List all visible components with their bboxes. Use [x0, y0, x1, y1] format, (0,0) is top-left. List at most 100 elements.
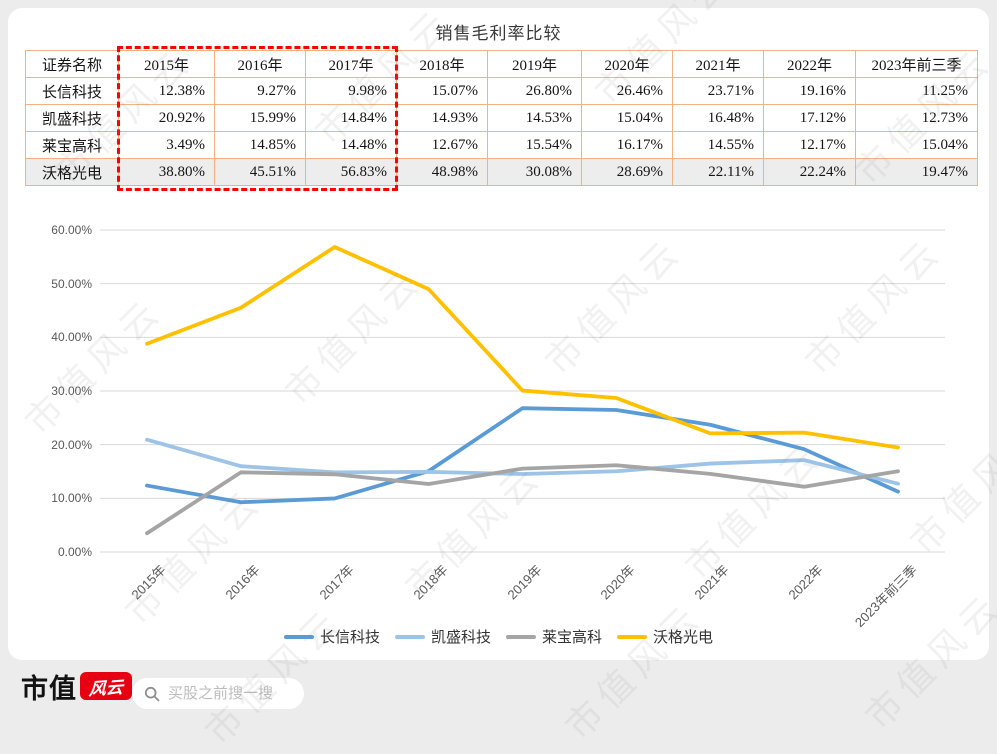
company-name-cell: 莱宝高科 [25, 131, 119, 159]
value-cell: 48.98% [396, 158, 488, 186]
value-cell: 3.49% [118, 131, 215, 159]
series-line [145, 245, 900, 450]
value-cell: 15.04% [581, 104, 673, 132]
company-name-cell: 长信科技 [25, 77, 119, 105]
series-line [145, 406, 900, 505]
legend-label: 凯盛科技 [430, 629, 491, 646]
company-name-cell: 沃格光电 [25, 158, 119, 186]
value-cell: 38.80% [118, 158, 215, 186]
value-cell: 14.93% [396, 104, 488, 132]
table-header-cell: 2022年 [763, 50, 856, 78]
table-header-cell: 2017年 [305, 50, 397, 78]
table-row: 沃格光电 38.80% 45.51% 56.83% 48.98% 30.08% 28.69%… [25, 158, 978, 186]
x-axis-label: 2023年前三季 [851, 562, 920, 630]
legend-label: 莱宝高科 [542, 629, 603, 646]
brand-badge-text: 风云 [88, 677, 124, 699]
table-row: 凯盛科技 20.92% 15.99% 14.84% 14.93% 14.53% 15.04%… [25, 104, 978, 132]
brand-text: 市值 [21, 673, 77, 704]
company-name-cell: 凯盛科技 [25, 104, 119, 132]
margin-table: 证券名称 2015年 2016年 2017年 2018年 2019年 2020年 2021年 2… [25, 50, 978, 186]
value-cell: 11.25% [855, 77, 978, 105]
value-cell: 12.38% [118, 77, 215, 105]
search-input[interactable] [168, 685, 293, 702]
series-line [145, 463, 900, 536]
value-cell: 9.27% [214, 77, 306, 105]
value-cell: 45.51% [214, 158, 306, 186]
series-line [145, 437, 900, 486]
table-row: 长信科技 12.38% 9.27% 9.98% 15.07% 26.80% 26.46% 23… [25, 77, 978, 105]
table-header-row: 证券名称 2015年 2016年 2017年 2018年 2019年 2020年 2021年 2… [25, 50, 978, 78]
value-cell: 14.85% [214, 131, 306, 159]
table-header-cell: 2023年前三季 [855, 50, 978, 78]
y-axis-label: 20.00% [51, 437, 92, 452]
brand-badge: 风云 [80, 672, 132, 700]
value-cell: 12.67% [396, 131, 488, 159]
search-bar[interactable] [132, 678, 304, 709]
table-header-cell: 2021年 [672, 50, 764, 78]
y-axis-label: 30.00% [51, 384, 92, 398]
value-cell: 15.04% [855, 131, 978, 159]
value-cell: 15.54% [487, 131, 582, 159]
chart-legend: 长信科技 凯盛科技 莱宝高科 沃格光电 [8, 626, 989, 647]
x-axis-label: 2017年 [316, 562, 357, 603]
table-header-cell: 证券名称 [25, 50, 119, 78]
value-cell: 26.80% [487, 77, 582, 105]
value-cell: 14.48% [305, 131, 397, 159]
y-axis-label: 50.00% [51, 276, 92, 291]
value-cell: 12.17% [763, 131, 856, 159]
value-cell: 22.24% [763, 158, 856, 186]
legend-line-swatch [283, 634, 314, 639]
x-axis-label: 2016年 [222, 562, 263, 603]
table-header-cell: 2019年 [487, 50, 582, 78]
legend-line-swatch [617, 634, 648, 639]
legend-line-swatch [394, 634, 425, 639]
legend-item: 凯盛科技 [394, 626, 491, 647]
x-axis-label: 2018年 [410, 562, 451, 603]
value-cell: 28.69% [581, 158, 673, 186]
x-axis-label: 2019年 [503, 562, 545, 603]
value-cell: 26.46% [581, 77, 673, 105]
table-header-cell: 2020年 [581, 50, 673, 78]
value-cell: 23.71% [672, 77, 764, 105]
legend-item: 长信科技 [283, 626, 380, 647]
chart-title: 销售毛利率比较 [435, 24, 562, 43]
brand-logo: 市值 风云 [21, 671, 132, 704]
legend-label: 沃格光电 [653, 629, 714, 646]
y-axis-label: 40.00% [51, 330, 92, 345]
value-cell: 14.84% [305, 104, 397, 132]
search-icon [144, 686, 160, 701]
legend-item: 沃格光电 [617, 626, 713, 647]
value-cell: 56.83% [305, 158, 397, 186]
value-cell: 17.12% [763, 104, 856, 132]
value-cell: 19.16% [763, 77, 856, 105]
table-row: 莱宝高科 3.49% 14.85% 14.48% 12.67% 15.54% 16.17% 1… [25, 131, 978, 159]
value-cell: 9.98% [305, 77, 397, 105]
value-cell: 12.73% [855, 104, 978, 132]
value-cell: 22.11% [672, 158, 764, 186]
chart-card: 销售毛利率比较 证券名称 2015年 2016年 2017年 2018年 2019年 202… [8, 8, 989, 660]
table-header-cell: 2015年 [118, 50, 215, 78]
table-header-cell: 2018年 [396, 50, 488, 78]
x-axis-label: 2021年 [691, 562, 732, 603]
x-axis-label: 2020年 [597, 562, 639, 603]
value-cell: 16.48% [672, 104, 764, 132]
value-cell: 15.07% [396, 77, 488, 105]
footer-bar: 市值 风云 [0, 660, 997, 726]
value-cell: 14.53% [487, 104, 582, 132]
value-cell: 20.92% [118, 104, 215, 132]
value-cell: 19.47% [855, 158, 978, 186]
table-header-cell: 2016年 [214, 50, 306, 78]
value-cell: 30.08% [487, 158, 582, 186]
y-axis-label: 60.00% [51, 223, 92, 237]
value-cell: 16.17% [581, 131, 673, 159]
y-axis-label: 10.00% [51, 491, 92, 506]
legend-item: 莱宝高科 [506, 626, 602, 647]
x-axis-label: 2015年 [128, 562, 169, 603]
value-cell: 14.55% [672, 131, 764, 159]
y-axis-label: 0.00% [57, 545, 92, 559]
legend-line-swatch [506, 634, 536, 639]
value-cell: 15.99% [214, 104, 306, 132]
x-axis-label: 2022年 [785, 562, 826, 603]
legend-label: 长信科技 [319, 629, 380, 646]
